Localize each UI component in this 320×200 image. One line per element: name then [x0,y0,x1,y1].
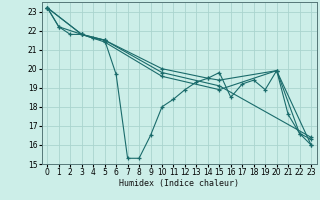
X-axis label: Humidex (Indice chaleur): Humidex (Indice chaleur) [119,179,239,188]
